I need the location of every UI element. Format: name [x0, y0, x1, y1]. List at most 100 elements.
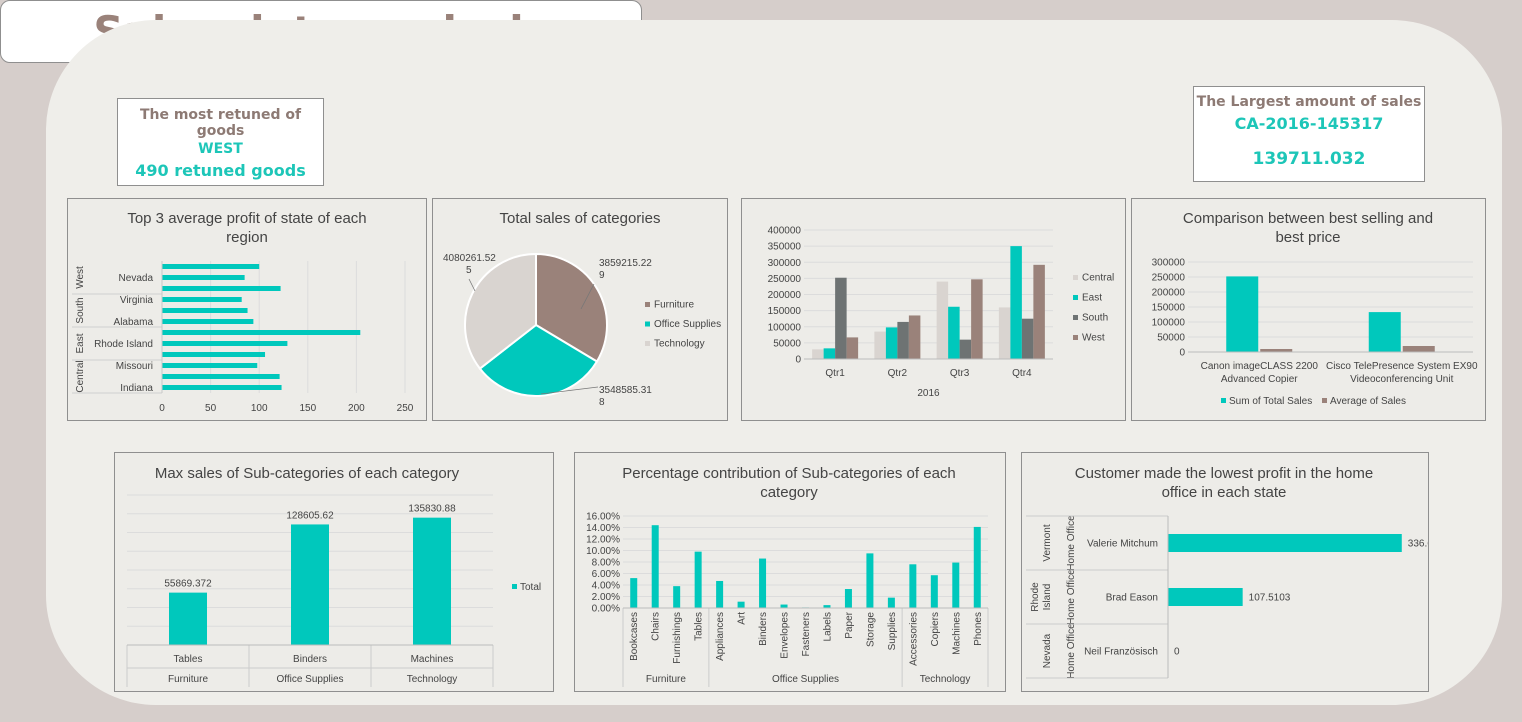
y-tick-label: 300000 [768, 258, 802, 269]
x-tick-label: Canon imageCLASS 2200 [1201, 361, 1319, 372]
data-label-line2: 9 [599, 270, 605, 281]
chart-title: Total sales of categories [500, 210, 661, 227]
chart-pie: Total sales of categories 3859215.229 3548… [443, 210, 721, 408]
segment-label: Home Office [1066, 515, 1077, 571]
category-label: Technology [407, 674, 458, 685]
chart-title-line2: category [760, 484, 818, 501]
chart-quarterly-panel: 0 50000 100000 150000 200000 250000 300000 3500… [741, 198, 1126, 421]
y-tick-label: Neil Französisch [1084, 647, 1158, 658]
chart-title: Top 3 average profit of state of each [127, 210, 366, 227]
bar [737, 601, 745, 608]
y-tick-label: 6.00% [592, 569, 620, 580]
y-tick-label: 0.00% [592, 604, 620, 615]
x-tick-label: Qtr3 [950, 368, 970, 379]
state-label-line2: Island [1042, 584, 1053, 611]
y-tick-label: 12.00% [586, 535, 620, 546]
x-tick-label: Cisco TelePresence System EX90 [1326, 361, 1478, 372]
bar [1368, 312, 1401, 352]
bar [1010, 246, 1022, 359]
bar [1168, 534, 1402, 552]
y-tick-label: 150000 [768, 306, 802, 317]
x-tick-label: Bookcases [629, 612, 640, 661]
group-label: West [75, 266, 86, 289]
bar [1260, 349, 1293, 352]
bar [866, 553, 874, 608]
chart-title-line2: office in each state [1162, 484, 1287, 501]
x-tick-label: Machines [951, 612, 962, 655]
pie-slice [464, 252, 537, 370]
bar [971, 279, 983, 359]
legend-label: Central [1082, 273, 1114, 284]
y-tick-label: 100000 [1152, 318, 1186, 329]
bar [651, 525, 659, 608]
y-tick-label: 150000 [1152, 303, 1186, 314]
legend-label: Sum of Total Sales [1229, 396, 1312, 407]
x-tick-label: Furnishings [672, 612, 683, 664]
x-tick-label: Appliances [715, 612, 726, 661]
x-axis-label: 2016 [917, 388, 940, 399]
y-tick-label: 16.00% [586, 512, 620, 523]
y-tick-label: Indiana [120, 383, 153, 394]
chart-pct-panel: Percentage contribution of Sub-categorie… [574, 452, 1006, 692]
y-tick-label: 10.00% [586, 546, 620, 557]
chart-top3-panel: Top 3 average profit of state of each reg… [67, 198, 427, 421]
x-tick-label: 150 [299, 403, 316, 414]
y-tick-label: 2.00% [592, 592, 620, 603]
legend-label: Furniture [654, 300, 694, 311]
kpi-returned-region: WEST [198, 141, 243, 157]
legend-label: Office Supplies [654, 319, 721, 330]
chart-lowest-panel: Customer made the lowest profit in the h… [1021, 452, 1444, 692]
bar [694, 551, 702, 608]
data-label: 55869.372 [164, 579, 212, 590]
pie-slice [478, 323, 599, 397]
legend-swatch [1221, 398, 1226, 403]
x-tick-label: Accessories [908, 612, 919, 666]
y-tick-label: 350000 [768, 242, 802, 253]
bar [973, 526, 981, 608]
x-tick-label: 50 [205, 403, 217, 414]
bar [948, 306, 960, 359]
legend-label: South [1082, 313, 1108, 324]
bar [169, 592, 207, 645]
kpi-largest-label: The Largest amount of sales [1196, 94, 1422, 110]
bar [716, 580, 724, 608]
legend-swatch [1073, 315, 1078, 320]
bar [1033, 264, 1045, 359]
y-tick-label: 300000 [1152, 258, 1186, 269]
bar [162, 374, 280, 379]
bar [162, 319, 254, 324]
data-label-line2: 8 [599, 397, 605, 408]
chart-title: Customer made the lowest profit in the h… [1075, 465, 1373, 482]
group-label: Central [75, 360, 86, 392]
x-tick-label: Fasteners [801, 612, 812, 656]
x-tick-label: Envelopes [780, 612, 791, 659]
chart-title-line2: region [226, 229, 268, 246]
state-label: Rhode [1030, 582, 1041, 612]
x-tick-label: Storage [865, 612, 876, 647]
y-tick-label: Brad Eason [1106, 593, 1158, 604]
bar [874, 331, 886, 359]
bar [823, 605, 831, 608]
leader-line [468, 278, 476, 292]
bar [952, 562, 960, 608]
legend-swatch [1073, 295, 1078, 300]
legend-swatch [645, 341, 650, 346]
bar [887, 597, 895, 608]
legend-swatch [512, 584, 517, 589]
x-tick-label: Qtr1 [825, 368, 845, 379]
bar [930, 575, 938, 608]
x-tick-label: Qtr2 [888, 368, 908, 379]
y-tick-label: Nevada [119, 273, 154, 284]
chart-maxsub: Max sales of Sub-categories of each cate… [126, 465, 541, 687]
bar [162, 341, 288, 346]
segment-label: Home Office [1066, 623, 1077, 679]
data-label: 135830.88 [408, 504, 456, 515]
bar [630, 578, 638, 608]
legend-swatch [645, 321, 650, 327]
legend-swatch [1073, 275, 1078, 280]
bar [1021, 318, 1034, 359]
legend-label: West [1082, 333, 1105, 344]
legend-label: Average of Sales [1330, 396, 1406, 407]
bar [823, 348, 836, 359]
chart-lowest: Customer made the lowest profit in the h… [1026, 465, 1444, 679]
